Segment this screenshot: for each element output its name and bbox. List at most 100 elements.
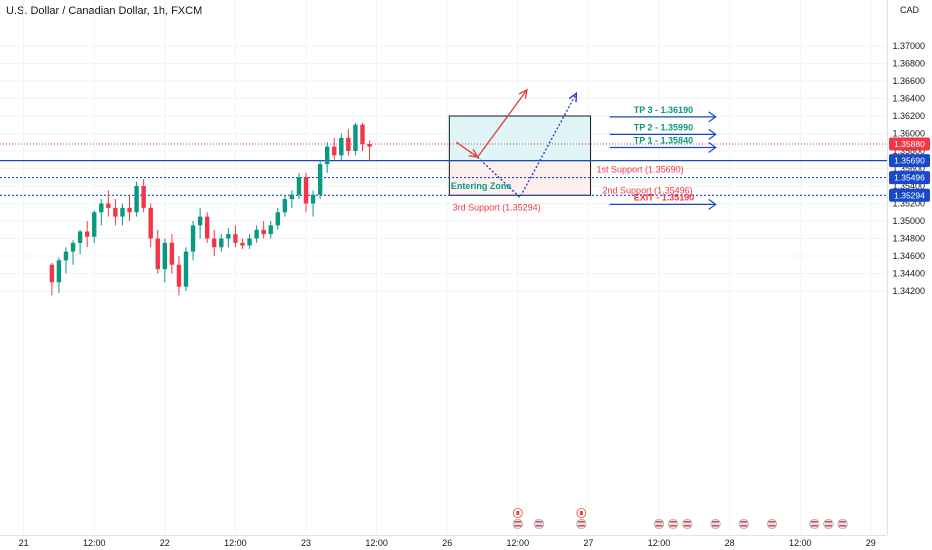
flag-stripe: [712, 521, 719, 523]
us-flag-icon[interactable]: [766, 518, 778, 530]
us-flag-icon[interactable]: [576, 518, 587, 530]
candle[interactable]: [268, 225, 273, 235]
candle[interactable]: [197, 216, 203, 226]
flag-stripe: [683, 521, 691, 523]
currency-label: CAD: [900, 5, 920, 15]
candle[interactable]: [183, 251, 189, 287]
us-flag-icon[interactable]: [512, 518, 523, 530]
tp-label: TP 1 - 1.35840: [634, 136, 693, 146]
candle[interactable]: [233, 234, 238, 243]
candle[interactable]: [169, 242, 175, 265]
support-2-label: 2nd Support (1.35496): [603, 186, 693, 196]
profit-zone[interactable]: [448, 115, 592, 162]
y-tick-label: 1.36800: [892, 59, 925, 69]
candle[interactable]: [70, 242, 76, 252]
candle[interactable]: [254, 229, 259, 239]
candle[interactable]: [275, 212, 280, 226]
us-flag-icon[interactable]: [809, 518, 820, 530]
candle[interactable]: [247, 238, 252, 246]
price-tag[interactable]: [889, 137, 930, 151]
candle[interactable]: [303, 177, 309, 204]
candle[interactable]: [310, 194, 316, 204]
y-tick-label: 1.34200: [892, 286, 925, 296]
candle[interactable]: [134, 186, 139, 213]
flag-stripe: [740, 525, 748, 527]
candle[interactable]: [77, 231, 83, 243]
candle[interactable]: [162, 242, 168, 270]
candle[interactable]: [317, 164, 323, 195]
candle[interactable]: [99, 203, 104, 213]
x-axis: 21 12:00 22 12:00 23 12:00 26 12:00 27 12:00 28 12:…: [0, 535, 887, 548]
candle[interactable]: [360, 124, 365, 144]
candle[interactable]: [84, 231, 90, 237]
candle[interactable]: [219, 238, 224, 248]
price-tag[interactable]: [889, 171, 930, 185]
candle[interactable]: [261, 229, 266, 235]
candle[interactable]: [148, 207, 153, 239]
candle[interactable]: [204, 216, 210, 239]
candle[interactable]: [282, 199, 288, 213]
candle[interactable]: [226, 234, 231, 239]
maple-leaf: [579, 511, 583, 515]
x-tick-label: 12:00: [789, 538, 812, 548]
x-tick-label: 22: [160, 538, 170, 548]
price-tag[interactable]: [889, 154, 930, 168]
candle[interactable]: [141, 186, 146, 208]
candle[interactable]: [113, 207, 118, 217]
candle[interactable]: [212, 238, 217, 248]
y-tick-label: 1.35200: [892, 199, 925, 209]
candle[interactable]: [176, 264, 182, 287]
candle[interactable]: [190, 225, 196, 252]
us-flag-icon[interactable]: [710, 518, 721, 530]
target-arrow-icon: [708, 111, 717, 123]
price-tag-label: 1.35496: [894, 173, 925, 183]
x-tick-label: 28: [725, 538, 735, 548]
flag-stripe: [683, 525, 691, 527]
us-flag-icon[interactable]: [738, 518, 749, 530]
y-tick-label: 1.37000: [892, 41, 925, 51]
candle[interactable]: [120, 207, 125, 217]
us-flag-icon[interactable]: [668, 518, 679, 530]
candle[interactable]: [240, 242, 245, 246]
tp-label: TP 2 - 1.35990: [634, 122, 693, 132]
candle[interactable]: [339, 137, 344, 156]
flag-stripe: [824, 521, 832, 523]
arrow-head-icon: [568, 91, 578, 103]
projection-dotted-path[interactable]: [477, 92, 578, 199]
us-flag-icon[interactable]: [533, 518, 545, 530]
flag-stripe: [577, 521, 585, 523]
target-arrow-icon: [708, 198, 717, 210]
candle[interactable]: [289, 194, 295, 200]
y-tick-label: 1.36000: [892, 129, 925, 139]
us-flag-icon[interactable]: [653, 518, 665, 530]
candle[interactable]: [56, 260, 62, 283]
candle[interactable]: [367, 144, 372, 147]
candle[interactable]: [106, 203, 111, 208]
us-flag-icon[interactable]: [837, 518, 848, 530]
candle[interactable]: [155, 238, 160, 270]
target-arrow-icon: [708, 142, 717, 153]
y-tick-label: 1.36400: [892, 94, 925, 104]
candle[interactable]: [332, 146, 337, 156]
candle[interactable]: [127, 207, 132, 213]
support-1-label: 1st Support (1.35690): [597, 165, 684, 175]
candle[interactable]: [296, 177, 302, 195]
us-flag-icon[interactable]: [682, 518, 693, 530]
flag-stripe: [768, 521, 776, 523]
candle[interactable]: [353, 124, 358, 151]
x-tick-label: 12:00: [507, 538, 530, 548]
x-tick-label: 12:00: [224, 538, 247, 548]
grid-lines: [0, 0, 887, 535]
candle[interactable]: [49, 264, 55, 283]
entering-zone-label: Entering Zone: [451, 181, 512, 191]
candle[interactable]: [346, 137, 351, 151]
candle[interactable]: [63, 251, 69, 261]
price-tag[interactable]: [889, 188, 930, 202]
us-flag-icon[interactable]: [823, 518, 834, 530]
candle[interactable]: [92, 212, 97, 237]
y-tick-label: 1.34400: [892, 269, 925, 279]
flag-stripe: [669, 525, 677, 527]
candle[interactable]: [325, 146, 330, 165]
arrow-head-icon: [518, 88, 528, 99]
